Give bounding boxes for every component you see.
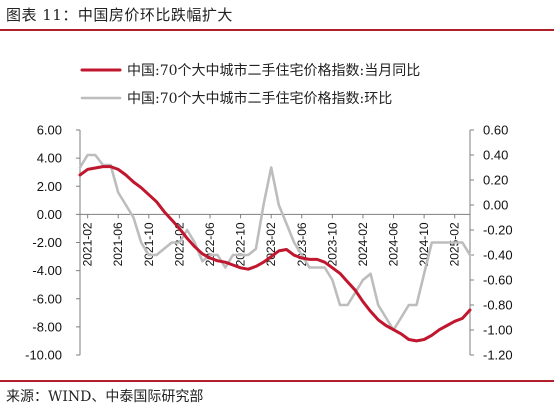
x-axis-tick-label: 2024-10 xyxy=(417,222,431,266)
x-axis-tick-label: 2021-06 xyxy=(111,222,125,266)
source-note: 来源：WIND、中泰国际研究部 xyxy=(6,389,204,405)
left-axis-tick-label: -8.00 xyxy=(32,319,62,334)
top-divider xyxy=(0,29,554,31)
right-axis-tick-label: -1.20 xyxy=(483,348,513,363)
x-axis-tick-label: 2024-02 xyxy=(356,222,370,266)
legend-label-mom: 中国:70个大中城市二手住宅价格指数:环比 xyxy=(127,90,392,107)
legend-label-yoy: 中国:70个大中城市二手住宅价格指数:当月同比 xyxy=(127,62,420,79)
x-axis-tick-label: 2022-10 xyxy=(234,222,248,266)
x-axis-tick-label: 2021-10 xyxy=(142,222,156,266)
left-axis-tick-label: 0.00 xyxy=(37,207,62,222)
left-axis-tick-label: 6.00 xyxy=(37,123,62,138)
left-axis-tick-label: 2.00 xyxy=(37,179,62,194)
right-axis-tick-label: -0.80 xyxy=(483,298,513,313)
chart-title: 图表 11：中国房价环比跌幅扩大 xyxy=(6,6,233,24)
left-axis-tick-label: 4.00 xyxy=(37,151,62,166)
x-axis-tick-label: 2021-02 xyxy=(81,222,95,266)
x-axis-tick-label: 2024-06 xyxy=(387,222,401,266)
line-chart: 6.00 4.00 2.00 0.00 -2.00 -4.00 -6.00 -8.00 -10.… xyxy=(25,62,513,363)
right-axis-tick-label: -1.00 xyxy=(483,323,513,338)
x-axis-tick-label: 2023-10 xyxy=(325,222,339,266)
bottom-divider xyxy=(0,380,554,382)
left-axis-tick-label: -10.00 xyxy=(25,348,62,363)
series-line-yoy xyxy=(78,165,472,343)
left-axis-tick-label: -2.00 xyxy=(32,235,62,250)
left-axis-tick-label: -6.00 xyxy=(32,291,62,306)
right-axis-tick-label: -0.60 xyxy=(483,273,513,288)
right-axis-tick-label: -0.40 xyxy=(483,248,513,263)
left-axis-tick-label: -4.00 xyxy=(32,263,62,278)
right-axis-tick-label: -0.20 xyxy=(483,223,513,238)
right-axis-tick-label: 0.40 xyxy=(483,148,508,163)
right-axis-tick-label: 0.00 xyxy=(483,198,508,213)
right-axis-tick-label: 0.60 xyxy=(483,123,508,138)
series-line-mom xyxy=(78,153,472,332)
right-axis-tick-label: 0.20 xyxy=(483,173,508,188)
x-axis-tick-label: 2025-02 xyxy=(448,222,462,266)
